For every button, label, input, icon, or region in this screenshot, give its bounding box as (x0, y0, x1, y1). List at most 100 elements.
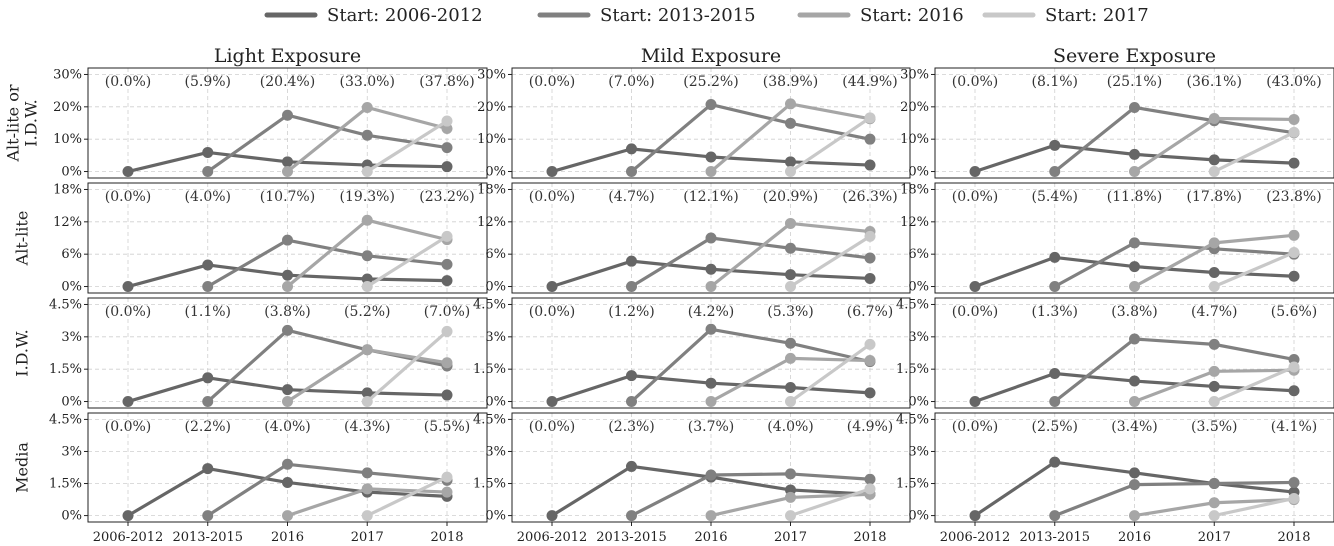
data-label: (36.1%) (1187, 74, 1242, 90)
data-point (626, 281, 637, 293)
x-tick-label: 2013-2015 (596, 530, 667, 545)
series-line (366, 235, 448, 288)
data-point (626, 460, 637, 472)
data-label: (3.5%) (1191, 419, 1238, 435)
y-tick-label: 10% (53, 132, 82, 147)
panel: 0% 1.5% 3% 4.5% (0.0%) (2.3%) (3.7%) (4.0%) (4.9… (473, 412, 911, 545)
data-point (361, 387, 373, 399)
data-label: (5.6%) (1271, 304, 1318, 320)
data-point (1129, 396, 1140, 408)
data-point (361, 273, 373, 285)
y-tick-label: 12% (900, 215, 929, 230)
data-point (1208, 478, 1220, 490)
data-point (626, 166, 637, 178)
data-label: (0.0%) (952, 419, 999, 435)
data-label: (4.0%) (767, 419, 814, 435)
data-point (1288, 385, 1300, 397)
data-point (1129, 375, 1140, 387)
data-label: (5.2%) (344, 304, 391, 320)
y-tick-label: 0% (61, 395, 82, 410)
data-point (864, 230, 876, 242)
series-line (366, 330, 449, 403)
data-point (441, 357, 453, 369)
data-label: (5.5%) (424, 419, 471, 435)
data-label: (33.0%) (340, 74, 395, 90)
data-point (361, 166, 373, 178)
legend-entry: Start: 2013-2015 (600, 5, 756, 26)
y-tick-label: 1.5% (473, 477, 506, 492)
data-point (626, 255, 637, 267)
data-point (361, 510, 373, 522)
data-point (705, 469, 717, 481)
data-label: (37.8%) (419, 74, 474, 90)
y-tick-label: 0% (908, 165, 929, 180)
data-point (1208, 497, 1220, 509)
panel: 0% 1.5% 3% 4.5% (0.0%) (2.5%) (3.4%) (3.5%) (4.1… (896, 412, 1334, 545)
data-label: (2.5%) (1032, 419, 1079, 435)
panel: 0% 6% 12% 18% (0.0%) (4.7%) (12.1%) (20.9%) (26.… (477, 182, 911, 295)
series-line (1213, 130, 1295, 173)
series-line (630, 236, 871, 288)
data-point (1049, 139, 1061, 151)
y-tick-label: 4.5% (473, 412, 506, 427)
data-point (546, 510, 558, 522)
y-tick-label: 0% (61, 509, 82, 524)
data-label: (20.4%) (260, 74, 315, 90)
series-line (1053, 105, 1295, 173)
data-point (441, 115, 453, 127)
data-point (441, 275, 453, 287)
panel-frame (87, 297, 488, 409)
y-tick-label: 4.5% (49, 412, 82, 427)
data-point (1288, 361, 1300, 373)
column-title: Severe Exposure (1053, 45, 1216, 67)
y-tick-label: 6% (485, 247, 506, 262)
data-point (785, 242, 796, 254)
y-tick-label: 0% (908, 509, 929, 524)
data-point (1049, 166, 1061, 178)
panel-frame (934, 182, 1334, 294)
series-line (1213, 496, 1295, 518)
data-point (1049, 396, 1061, 408)
data-label: (3.8%) (1111, 304, 1158, 320)
legend-entry: Start: 2006-2012 (327, 5, 483, 26)
data-point (282, 396, 293, 408)
series-line (630, 102, 871, 173)
panel: 0% 10% 20% 30% (0.0%) (5.9%) (20.4%) (33.0%) (37… (53, 67, 488, 180)
data-label: (17.8%) (1187, 189, 1242, 205)
data-point (1208, 281, 1220, 293)
panel: 0% 1.5% 3% 4.5% (0.0%) (1.2%) (4.2%) (5.3%) (6.7… (473, 297, 911, 410)
series-line (1053, 337, 1295, 403)
data-point (864, 338, 876, 350)
data-point (785, 269, 796, 281)
data-label: (4.2%) (688, 304, 735, 320)
y-tick-label: 0% (61, 280, 82, 295)
panel-frame (511, 297, 911, 409)
series-line (630, 472, 871, 518)
data-point (705, 232, 717, 244)
data-point (282, 234, 293, 246)
y-tick-label: 1.5% (49, 362, 82, 377)
data-label: (0.0%) (529, 419, 576, 435)
y-tick-label: 10% (477, 132, 506, 147)
data-point (785, 382, 796, 394)
data-point (1288, 247, 1300, 259)
data-label: (0.0%) (952, 304, 999, 320)
data-point (1288, 113, 1300, 125)
data-label: (43.0%) (1266, 74, 1321, 90)
data-label: (20.9%) (763, 189, 818, 205)
data-point (705, 281, 717, 293)
panel-frame (511, 67, 911, 179)
data-label: (3.8%) (264, 304, 311, 320)
data-point (361, 250, 373, 262)
series-line (366, 119, 448, 173)
y-tick-label: 20% (900, 100, 929, 115)
data-point (1049, 367, 1061, 379)
data-point (626, 143, 637, 155)
panel: 0% 6% 12% 18% (0.0%) (5.4%) (11.8%) (17.8%) (23.… (900, 182, 1334, 295)
data-point (1129, 261, 1140, 273)
x-tick-label: 2016 (694, 530, 727, 545)
data-label: (23.2%) (419, 189, 474, 205)
y-tick-label: 4.5% (896, 297, 929, 312)
data-point (361, 396, 373, 408)
data-label: (38.9%) (763, 74, 818, 90)
